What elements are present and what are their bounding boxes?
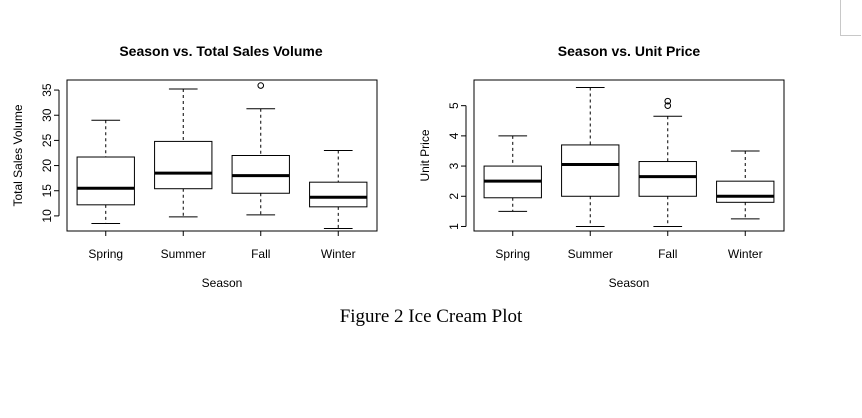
box-summer	[154, 88, 213, 218]
box-fall	[231, 82, 290, 216]
x-axis-label: Season	[609, 276, 650, 290]
y-axis-label: Unit Price	[418, 129, 432, 181]
box-spring	[76, 119, 135, 224]
figure-caption: Figure 2 Ice Cream Plot	[339, 306, 523, 327]
x-tick-label: Winter	[728, 247, 763, 261]
iqr-box	[154, 140, 213, 190]
chart-title: Season vs. Unit Price	[558, 43, 701, 59]
plot-frame	[66, 79, 378, 232]
y-tick-label: 3	[447, 162, 461, 169]
iqr-box	[638, 161, 697, 197]
y-tick-label: 35	[40, 83, 54, 97]
box-winter	[309, 149, 368, 229]
y-tick-label: 2	[447, 193, 461, 200]
box-winter	[716, 150, 775, 220]
y-tick-label: 15	[40, 184, 54, 198]
outlier-point	[664, 97, 672, 105]
y-tick-label: 5	[447, 102, 461, 109]
iqr-box	[561, 144, 620, 197]
box-fall	[638, 97, 697, 227]
iqr-box	[76, 156, 135, 206]
page-corner-mark	[840, 0, 861, 36]
chart-season-vs-unit-price: Season vs. Unit Price 1 2 3 4 5 Unit Price Seas…	[418, 43, 785, 290]
plot-frame	[473, 79, 785, 232]
y-tick-label: 25	[40, 133, 54, 147]
x-tick-label: Fall	[658, 247, 677, 261]
x-tick-label: Fall	[251, 247, 270, 261]
box-spring	[483, 135, 542, 212]
x-tick-label: Spring	[88, 247, 123, 261]
y-tick-label: 1	[447, 223, 461, 230]
y-tick-label: 30	[40, 108, 54, 122]
x-tick-label: Spring	[495, 247, 530, 261]
chart-title: Season vs. Total Sales Volume	[119, 43, 323, 59]
chart-season-vs-total-sales-volume: Season vs. Total Sales Volume 10 15 20 25 30 3…	[11, 43, 378, 290]
y-tick-label: 4	[447, 132, 461, 139]
y-tick-label: 10	[40, 209, 54, 223]
y-axis-label: Total Sales Volume	[11, 104, 25, 206]
x-axis-label: Season	[202, 276, 243, 290]
x-tick-label: Winter	[321, 247, 356, 261]
x-tick-label: Summer	[568, 247, 613, 261]
iqr-box	[716, 180, 775, 203]
x-tick-label: Summer	[161, 247, 206, 261]
box-summer	[561, 87, 620, 227]
outlier-point	[257, 82, 265, 89]
outlier-point	[664, 102, 672, 109]
iqr-box	[309, 181, 368, 208]
y-tick-label: 20	[40, 159, 54, 173]
